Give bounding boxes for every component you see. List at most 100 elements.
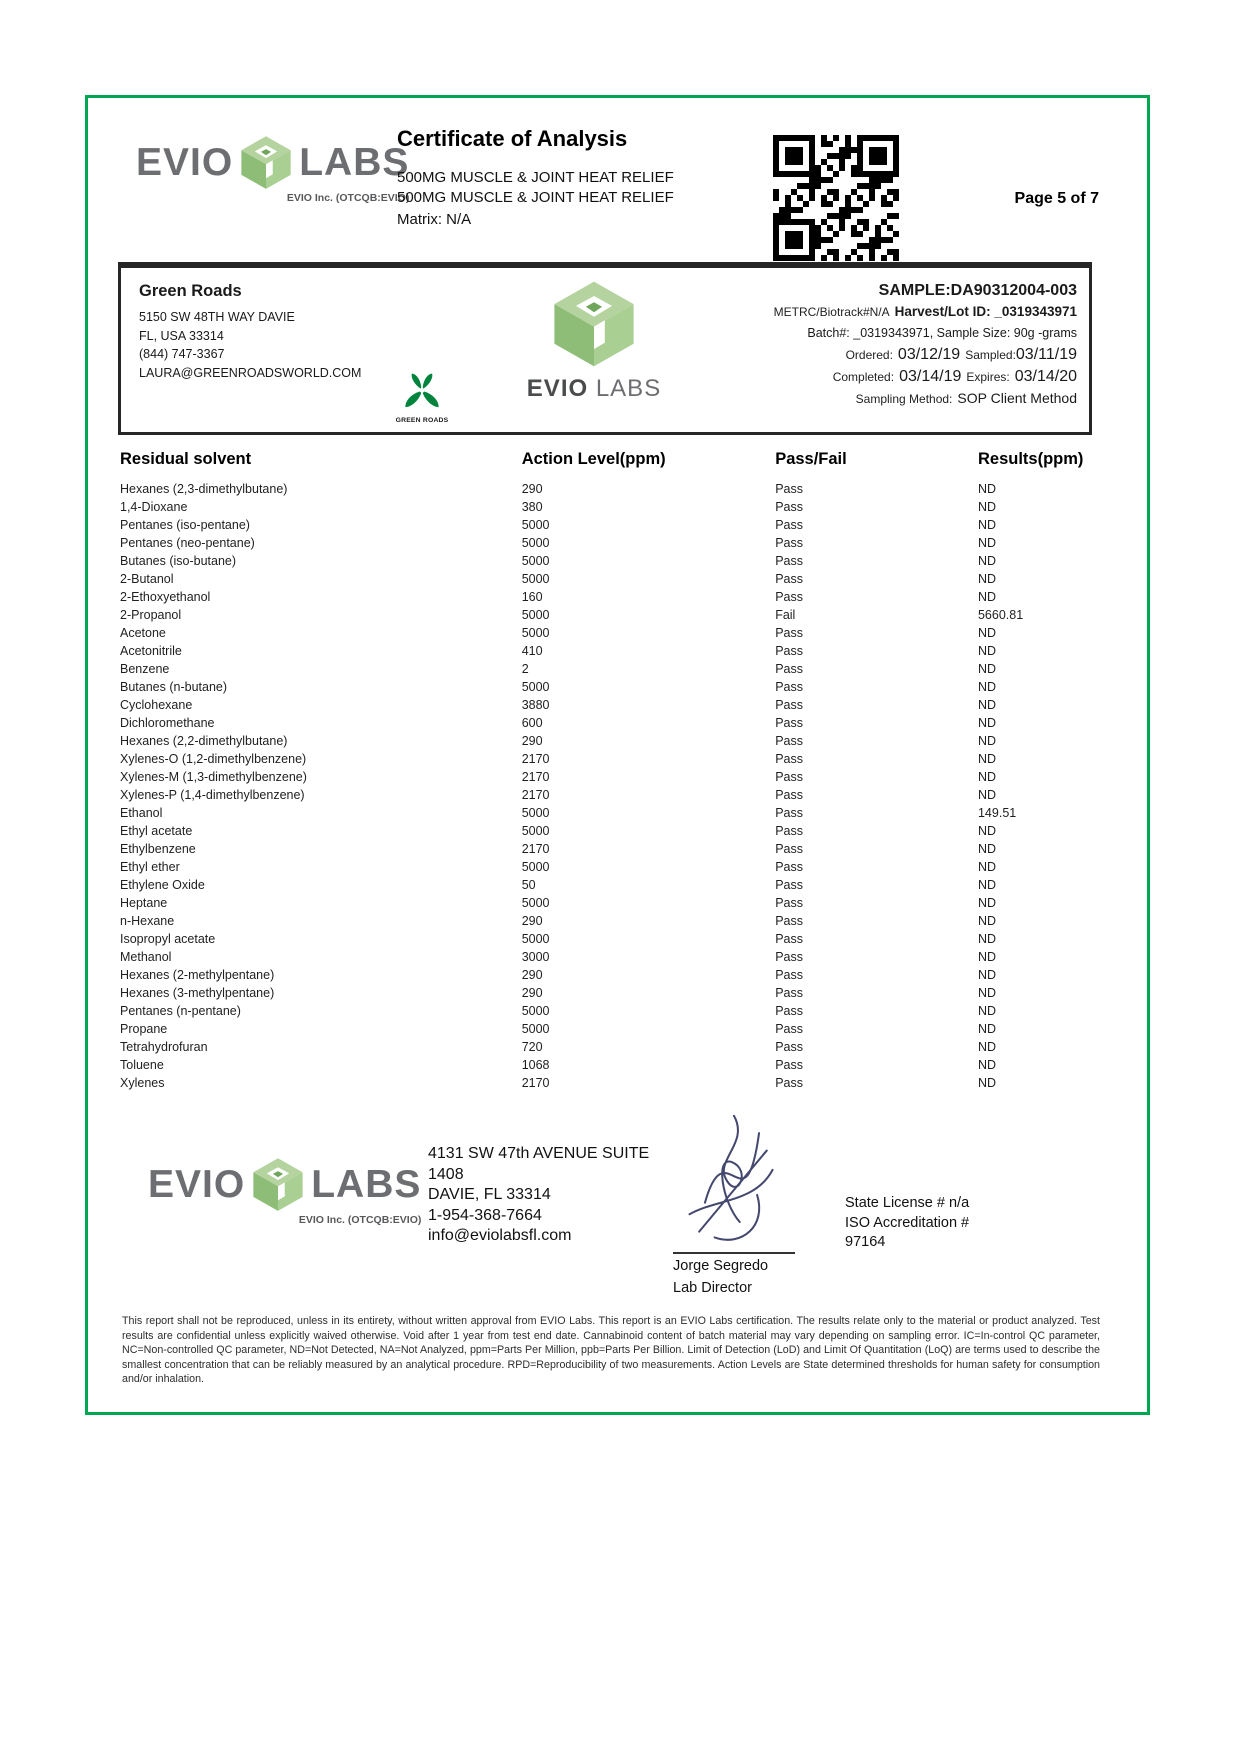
pass-fail: Pass: [775, 770, 803, 784]
result: ND: [977, 500, 997, 514]
sample-info-box: Green Roads 5150 SW 48TH WAY DAVIE FL, U…: [118, 262, 1092, 435]
table-row: Xylenes 2170 Pass ND: [120, 1074, 1095, 1092]
green-roads-icon: [405, 373, 439, 408]
lab-email: info@eviolabsfl.com: [428, 1227, 572, 1244]
solvent-name: Hexanes (2,3-dimethylbutane): [120, 482, 288, 496]
solvent-name: Butanes (iso-butane): [120, 554, 237, 568]
solvent-name: Toluene: [120, 1058, 164, 1072]
action-level: 290: [521, 986, 543, 1000]
action-level: 380: [521, 500, 543, 514]
table-row: Hexanes (2,2-dimethylbutane) 290 Pass ND: [120, 732, 1095, 750]
action-level: 720: [521, 1040, 543, 1054]
result: ND: [977, 518, 997, 532]
action-level: 410: [521, 644, 543, 658]
signature-line: [673, 1252, 795, 1254]
sample-id-line: SAMPLE:DA90312004-003: [878, 282, 1077, 299]
action-level: 290: [521, 914, 543, 928]
result: ND: [977, 572, 997, 586]
page-number: Page 5 of 7: [1014, 190, 1099, 207]
action-level: 160: [521, 590, 543, 604]
client-block: Green Roads 5150 SW 48TH WAY DAVIE FL, U…: [139, 282, 361, 382]
sampling-method: SOP Client Method: [957, 390, 1077, 406]
title-block: Certificate of Analysis 500MG MUSCLE & J…: [397, 126, 674, 228]
solvent-name: 2-Ethoxyethanol: [120, 590, 211, 604]
action-level: 2170: [521, 752, 550, 766]
pass-fail: Pass: [775, 626, 803, 640]
result: ND: [977, 860, 997, 874]
table-row: Hexanes (2,3-dimethylbutane) 290 Pass ND: [120, 480, 1095, 498]
evio-cube-icon: [241, 136, 291, 189]
logo-evio-text: EVIO: [136, 140, 234, 184]
evio-labs-logo-footer: EVIO LABS EVIO Inc. (OTCQB:EVIO): [148, 1156, 421, 1226]
action-level: 5000: [521, 1004, 550, 1018]
table-row: 2-Propanol 5000 Fail 5660.81: [120, 606, 1095, 624]
pass-fail: Pass: [775, 986, 803, 1000]
iso-accreditation-label: ISO Accreditation #: [845, 1214, 970, 1231]
pass-fail: Pass: [775, 932, 803, 946]
action-level: 3000: [521, 950, 550, 964]
result: ND: [977, 626, 997, 640]
table-row: Benzene 2 Pass ND: [120, 660, 1095, 678]
action-level: 2170: [521, 842, 550, 856]
result: ND: [977, 1040, 997, 1054]
client-address-1: 5150 SW 48TH WAY DAVIE: [139, 310, 295, 324]
result: 5660.81: [977, 608, 1024, 622]
result: ND: [977, 716, 997, 730]
solvent-name: Propane: [120, 1022, 168, 1036]
results-table: Residual solvent Action Level(ppm) Pass/…: [120, 450, 1095, 1092]
ordered-line: Ordered: 03/12/19 Sampled:03/11/19: [845, 346, 1077, 363]
table-row: 1,4-Dioxane 380 Pass ND: [120, 498, 1095, 516]
table-row: Dichloromethane 600 Pass ND: [120, 714, 1095, 732]
table-row: 2-Ethoxyethanol 160 Pass ND: [120, 588, 1095, 606]
client-name: Green Roads: [139, 282, 242, 300]
solvent-name: Butanes (n-butane): [120, 680, 228, 694]
solvent-name: Isopropyl acetate: [120, 932, 216, 946]
sample-id: DA90312004-003: [950, 282, 1077, 299]
table-row: Propane 5000 Pass ND: [120, 1020, 1095, 1038]
harvest-line: METRC/Biotrack#N/A Harvest/Lot ID: _03193…: [773, 304, 1077, 319]
solvent-name: Benzene: [120, 662, 170, 676]
solvent-name: Ethylbenzene: [120, 842, 196, 856]
state-license: State License # n/a: [845, 1195, 970, 1211]
table-row: Butanes (iso-butane) 5000 Pass ND: [120, 552, 1095, 570]
table-row: Pentanes (neo-pentane) 5000 Pass ND: [120, 534, 1095, 552]
client-address-2: FL, USA 33314: [139, 328, 224, 343]
pass-fail: Pass: [775, 518, 803, 532]
table-row: n-Hexane 290 Pass ND: [120, 912, 1095, 930]
lab-address-3: DAVIE, FL 33314: [428, 1186, 551, 1203]
result: ND: [977, 896, 997, 910]
action-level: 290: [521, 968, 543, 982]
solvent-name: Hexanes (3-methylpentane): [120, 986, 275, 1000]
table-row: Toluene 1068 Pass ND: [120, 1056, 1095, 1074]
qr-code: [773, 135, 899, 261]
completed-line: Completed: 03/14/19 Expires: 03/14/20: [832, 368, 1077, 385]
action-level: 5000: [521, 806, 550, 820]
pass-fail: Pass: [775, 824, 803, 838]
iso-accreditation-number: 97164: [845, 1234, 886, 1250]
solvent-name: 2-Butanol: [120, 572, 174, 586]
signer-name: Jorge Segredo: [673, 1258, 769, 1274]
result: 149.51: [977, 806, 1017, 820]
pass-fail: Pass: [775, 1058, 803, 1072]
action-level: 5000: [521, 626, 550, 640]
lab-address-1: 4131 SW 47th AVENUE SUITE: [428, 1145, 650, 1162]
result: ND: [977, 590, 997, 604]
sampling-method-line: Sampling Method: SOP Client Method: [855, 390, 1077, 406]
pass-fail: Pass: [775, 1040, 803, 1054]
pass-fail: Pass: [775, 1004, 803, 1018]
pass-fail: Pass: [775, 482, 803, 496]
result: ND: [977, 914, 997, 928]
signature-block: Jorge Segredo Lab Director: [673, 1110, 813, 1298]
table-row: Xylenes-P (1,4-dimethylbenzene) 2170 Pass N…: [120, 786, 1095, 804]
pass-fail: Pass: [775, 788, 803, 802]
action-level: 5000: [521, 536, 550, 550]
solvent-name: Hexanes (2-methylpentane): [120, 968, 275, 982]
table-row: Isopropyl acetate 5000 Pass ND: [120, 930, 1095, 948]
table-row: Xylenes-M (1,3-dimethylbenzene) 2170 Pass N…: [120, 768, 1095, 786]
green-roads-logo: GREEN ROADS: [389, 369, 455, 424]
solvent-name: Pentanes (neo-pentane): [120, 536, 255, 550]
table-row: Ethyl ether 5000 Pass ND: [120, 858, 1095, 876]
result: ND: [977, 770, 997, 784]
logo-evio-text: EVIO: [148, 1162, 246, 1206]
pass-fail: Pass: [775, 842, 803, 856]
